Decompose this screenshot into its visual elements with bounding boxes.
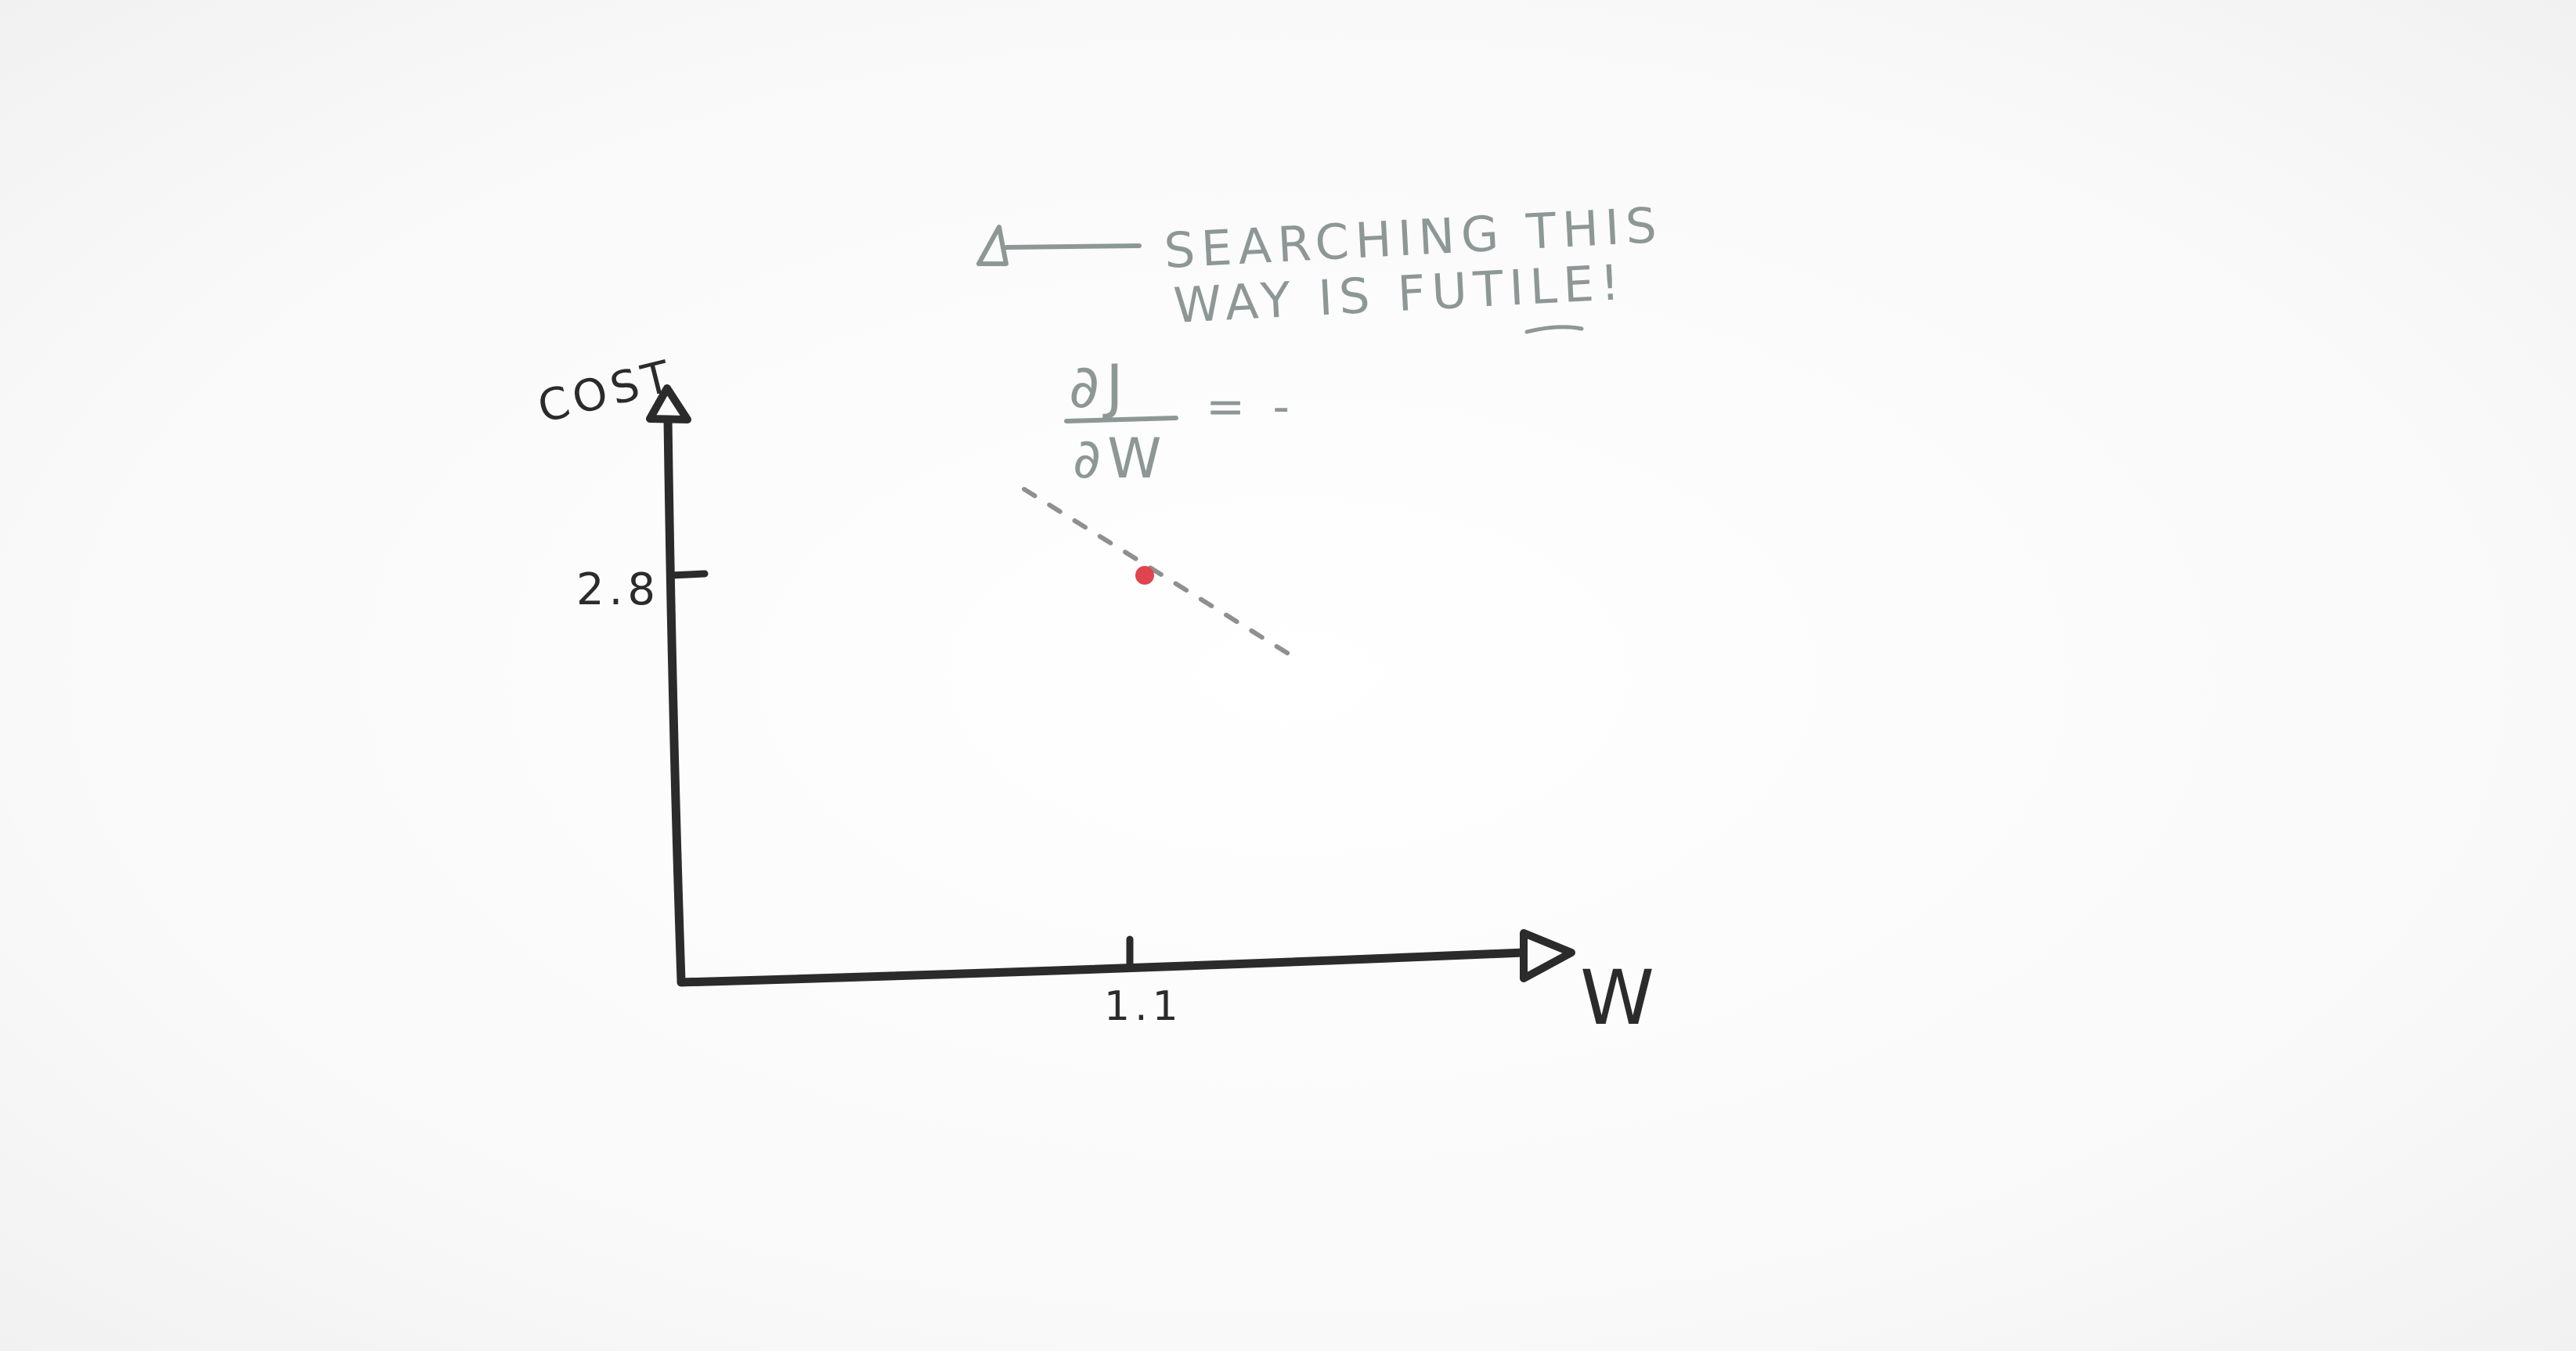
x-axis-arrowhead xyxy=(1520,929,1575,982)
annotation-underline xyxy=(1524,325,1584,334)
y-tick-mark xyxy=(668,570,709,579)
tangent-line xyxy=(1022,487,1294,658)
derivative-fraction-bar xyxy=(1064,416,1178,423)
annotation-arrow-line xyxy=(1004,243,1142,250)
derivative-numerator: ∂J xyxy=(1069,351,1130,421)
annotation-arrow-head xyxy=(976,225,1008,266)
derivative-sign: = - xyxy=(1206,380,1296,434)
derivative-denominator: ∂W xyxy=(1073,427,1167,491)
y-axis-line xyxy=(663,414,686,985)
x-tick-label: 1.1 xyxy=(1104,983,1183,1030)
current-weight-point xyxy=(1135,566,1154,585)
x-axis-line xyxy=(676,948,1528,987)
x-axis-label: W xyxy=(1580,954,1659,1042)
y-tick-label: 2.8 xyxy=(576,564,660,615)
y-axis-arrowhead xyxy=(646,384,691,423)
